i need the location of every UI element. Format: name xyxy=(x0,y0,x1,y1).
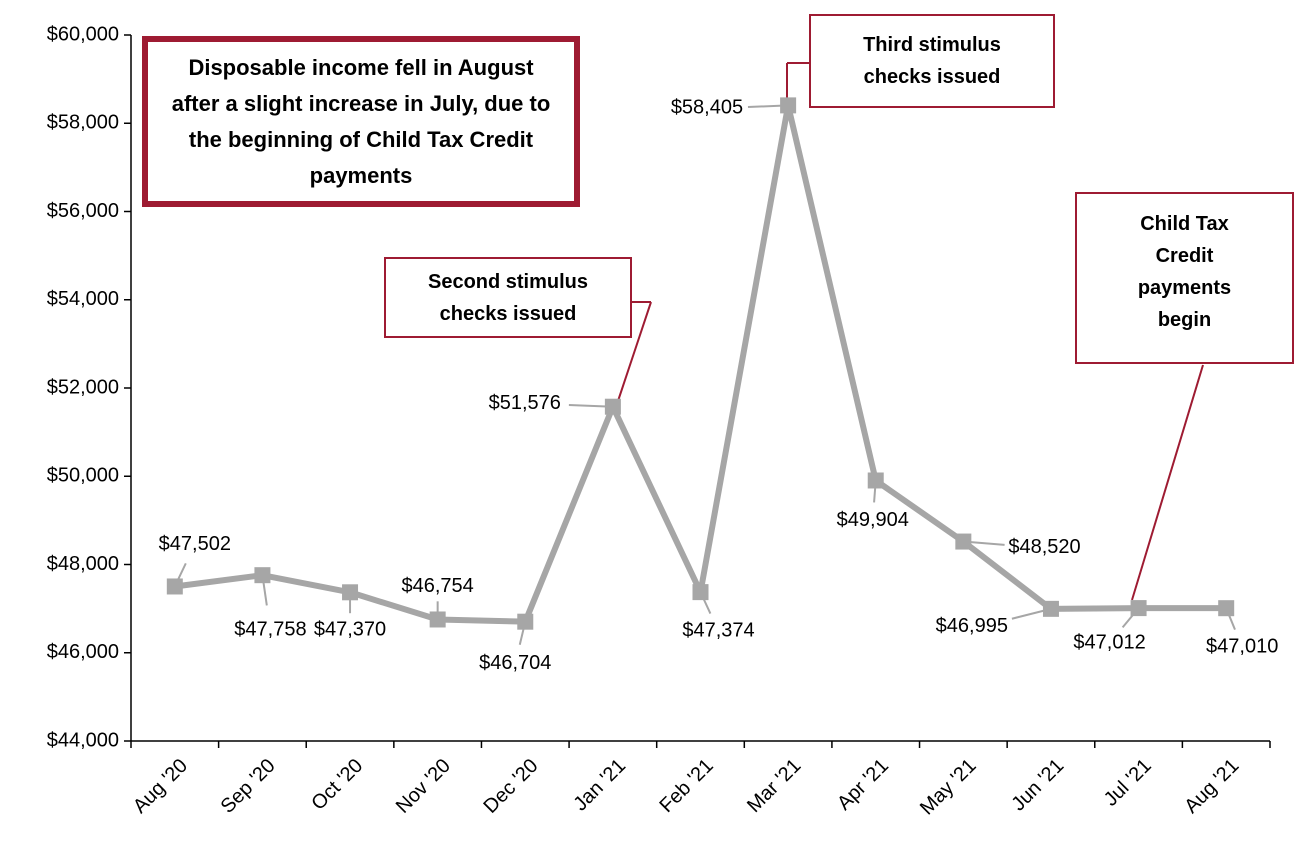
x-tick-label: Mar '21 xyxy=(743,755,805,817)
x-tick-label: Apr '21 xyxy=(833,755,893,815)
marker xyxy=(780,97,797,114)
data-label: $47,758 xyxy=(234,618,306,640)
marker xyxy=(517,613,534,630)
x-tick-label: Feb '21 xyxy=(655,755,717,817)
data-label: $47,374 xyxy=(682,619,754,641)
x-tick-label: Jul '21 xyxy=(1100,755,1156,811)
marker xyxy=(166,578,183,595)
data-label: $49,904 xyxy=(837,509,909,531)
x-tick-label: Oct '20 xyxy=(307,755,367,815)
x-tick-label: Jun '21 xyxy=(1008,755,1069,816)
y-tick-label: $46,000 xyxy=(47,641,119,663)
marker xyxy=(1130,600,1147,617)
y-tick-label: $60,000 xyxy=(47,23,119,45)
y-tick-label: $58,000 xyxy=(47,112,119,134)
data-label: $47,012 xyxy=(1073,631,1145,653)
x-tick-label: Aug '20 xyxy=(129,755,192,818)
data-label: $46,704 xyxy=(479,652,551,674)
marker xyxy=(342,584,359,601)
data-label: $51,576 xyxy=(489,392,561,414)
data-label: $47,370 xyxy=(314,619,386,641)
marker xyxy=(429,611,446,628)
data-label: $47,502 xyxy=(159,533,231,555)
note-second: Second stimulus checks issued xyxy=(384,257,632,338)
note-main: Disposable income fell in August after a… xyxy=(142,36,580,207)
y-tick-label: $48,000 xyxy=(47,553,119,575)
data-label: $46,995 xyxy=(936,615,1008,637)
data-label: $58,405 xyxy=(671,97,743,119)
marker xyxy=(867,472,884,489)
y-tick-label: $50,000 xyxy=(47,465,119,487)
marker xyxy=(1042,600,1059,617)
x-tick-label: Aug '21 xyxy=(1180,755,1243,818)
x-tick-label: Jan '21 xyxy=(569,755,630,816)
marker xyxy=(955,533,972,550)
note-ctc: Child Tax Credit payments begin xyxy=(1075,192,1294,364)
data-label: $47,010 xyxy=(1206,635,1278,657)
x-tick-label: Sep '20 xyxy=(217,755,280,818)
lead-ctc xyxy=(1131,364,1204,601)
y-tick-label: $44,000 xyxy=(47,729,119,751)
marker xyxy=(1218,600,1235,617)
x-tick-label: May '21 xyxy=(916,755,981,820)
marker xyxy=(254,567,271,584)
data-label: $48,520 xyxy=(1008,536,1080,558)
y-tick-label: $56,000 xyxy=(47,200,119,222)
lead-second xyxy=(616,301,652,405)
marker xyxy=(604,398,621,415)
y-tick-label: $54,000 xyxy=(47,288,119,310)
note-third: Third stimulus checks issued xyxy=(809,14,1055,108)
marker xyxy=(692,584,709,601)
y-tick-label: $52,000 xyxy=(47,376,119,398)
x-tick-label: Nov '20 xyxy=(392,755,455,818)
x-tick-label: Dec '20 xyxy=(479,755,542,818)
data-label: $46,754 xyxy=(402,575,474,597)
